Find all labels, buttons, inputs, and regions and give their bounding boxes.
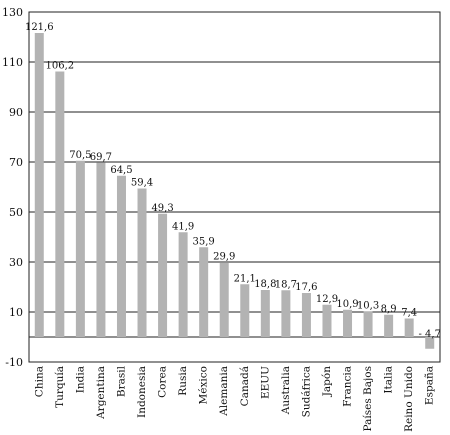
bar <box>363 311 373 337</box>
category-label: Argentina <box>95 366 107 420</box>
bar <box>116 175 126 337</box>
data-label: 18,8 <box>254 279 276 290</box>
category-label: Rusia <box>177 366 189 396</box>
bar <box>137 188 147 337</box>
bar <box>158 213 168 337</box>
category-label: Corea <box>157 366 169 398</box>
category-label: China <box>33 366 45 397</box>
bar <box>425 337 435 349</box>
y-tick-label: 70 <box>9 156 23 169</box>
category-label: Italia <box>383 366 395 394</box>
data-label: 29,9 <box>213 251 235 262</box>
data-label: 106,2 <box>46 61 75 72</box>
category-label: Sudáfrica <box>300 366 312 417</box>
data-label: 10,9 <box>336 299 358 310</box>
category-label: Países Bajos <box>362 366 374 431</box>
bar <box>96 162 106 337</box>
category-label: EEUU <box>259 366 271 399</box>
category-label: Canadá <box>239 366 251 406</box>
data-label: 69,7 <box>90 152 112 163</box>
data-label: 21,1 <box>234 273 256 284</box>
y-tick-label: 130 <box>2 6 23 19</box>
plot-frame <box>28 11 441 363</box>
category-label: España <box>424 366 436 405</box>
category-label: Alemania <box>218 366 230 417</box>
data-label: 41,9 <box>172 221 194 232</box>
data-label: - 4,7 <box>418 329 440 340</box>
data-label: 17,6 <box>295 282 317 293</box>
bar <box>281 290 291 337</box>
y-tick-label: 110 <box>2 56 23 69</box>
y-tick-label: 10 <box>9 306 23 319</box>
bar <box>384 314 394 337</box>
bar <box>343 309 353 337</box>
y-tick-label: 30 <box>9 256 23 269</box>
bar <box>301 293 311 337</box>
bar <box>219 262 229 337</box>
bar <box>75 160 85 337</box>
bar <box>55 71 65 337</box>
y-tick-label: 90 <box>9 106 23 119</box>
data-label: 8,9 <box>381 304 397 315</box>
category-label: India <box>74 366 86 393</box>
data-label: 59,4 <box>131 178 153 189</box>
category-label: Australia <box>280 366 292 415</box>
data-label: 10,3 <box>357 300 379 311</box>
y-tick-label: -10 <box>5 356 23 369</box>
category-label: Japón <box>321 366 333 398</box>
bar <box>178 232 188 337</box>
bar <box>404 318 414 337</box>
category-label: Brasil <box>115 365 127 397</box>
data-label: 70,5 <box>69 150 91 161</box>
data-label: 18,7 <box>275 279 297 290</box>
bar <box>199 247 209 337</box>
category-label: Francia <box>342 366 354 407</box>
category-label: Reino Unido <box>403 366 415 432</box>
category-label: México <box>198 366 210 404</box>
category-label: Indonesia <box>136 366 148 418</box>
y-tick-label: 50 <box>9 206 23 219</box>
data-label: 49,3 <box>151 203 173 214</box>
data-label: 12,9 <box>316 294 338 305</box>
bar <box>34 33 44 337</box>
bar <box>240 284 250 337</box>
data-label: 64,5 <box>110 165 132 176</box>
category-label: Turquía <box>54 366 66 408</box>
data-label: 35,9 <box>193 236 215 247</box>
bar <box>322 304 332 337</box>
data-label: 7,4 <box>401 308 417 319</box>
bar <box>260 290 270 337</box>
data-label: 121,6 <box>25 22 54 33</box>
